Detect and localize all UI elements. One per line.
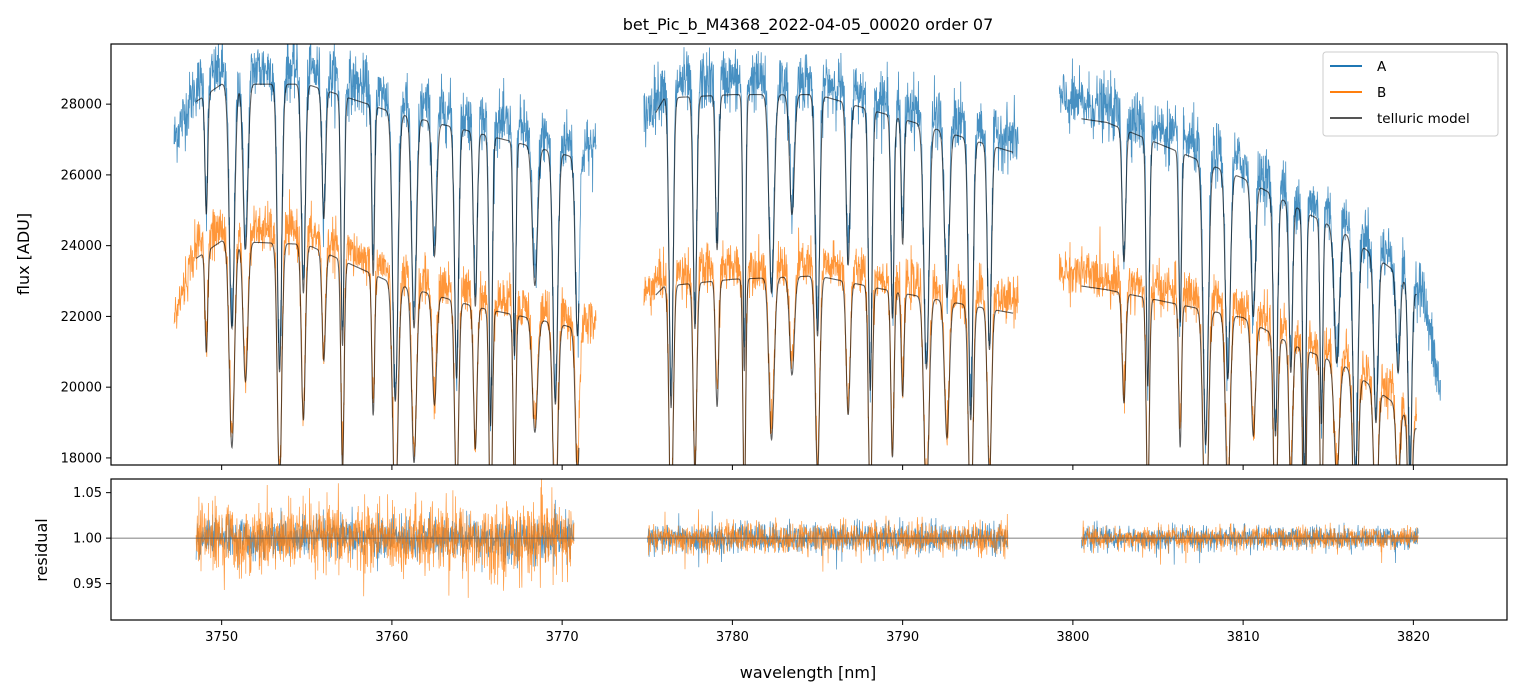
residual-x-tick-label: 3820 bbox=[1397, 630, 1430, 645]
residual-series-group bbox=[195, 479, 1419, 598]
residual-line-b bbox=[1081, 520, 1419, 565]
chart-title: bet_Pic_b_M4368_2022-04-05_00020 order 0… bbox=[623, 15, 994, 35]
legend-label-b: B bbox=[1377, 85, 1386, 101]
flux-y-tick-label: 26000 bbox=[61, 168, 102, 183]
residual-x-tick-label: 3780 bbox=[716, 630, 749, 645]
residual-y-tick-label: 1.00 bbox=[73, 532, 102, 547]
x-axis-label: wavelength [nm] bbox=[740, 663, 877, 682]
residual-y-tick-label: 1.05 bbox=[73, 486, 102, 501]
flux-axes-frame bbox=[110, 43, 1508, 466]
legend-label-telluric: telluric model bbox=[1377, 111, 1470, 127]
telluric-model-line-b bbox=[195, 240, 580, 465]
flux-y-axis-label: flux [ADU] bbox=[14, 213, 33, 295]
residual-x-tick-label: 3790 bbox=[886, 630, 919, 645]
residual-axes-frame bbox=[110, 478, 1508, 621]
telluric-model-line-b bbox=[655, 275, 1014, 465]
flux-panel: 18000 20000 22000 24000 26000 28000 flux [ADU… bbox=[14, 43, 1508, 470]
residual-x-tick-label: 3810 bbox=[1227, 630, 1260, 645]
telluric-model-line-a bbox=[1081, 118, 1417, 465]
legend: A B telluric model bbox=[1322, 51, 1499, 137]
flux-y-tick-label: 24000 bbox=[61, 239, 102, 254]
residual-x-ticks: 3750 3760 3770 3780 3790 3800 3810 3820 bbox=[205, 620, 1430, 645]
residual-x-tick-label: 3800 bbox=[1056, 630, 1089, 645]
flux-x-ticks bbox=[221, 465, 1414, 470]
flux-y-tick-label: 28000 bbox=[61, 98, 102, 113]
residual-y-axis-label: residual bbox=[32, 518, 51, 581]
telluric-model-line-a bbox=[655, 94, 1014, 421]
residual-panel: 0.95 1.00 1.05 3750 3760 3770 3780 3790 3800 381… bbox=[32, 478, 1508, 682]
residual-x-tick-label: 3760 bbox=[375, 630, 408, 645]
flux-series-group bbox=[173, 44, 1441, 465]
flux-line-b bbox=[1058, 226, 1417, 465]
residual-line-b bbox=[195, 479, 575, 598]
flux-line-b bbox=[643, 227, 1019, 465]
flux-y-tick-label: 18000 bbox=[61, 451, 102, 466]
residual-x-tick-label: 3770 bbox=[546, 630, 579, 645]
residual-y-ticks: 0.95 1.00 1.05 bbox=[73, 486, 111, 592]
flux-line-b bbox=[173, 189, 597, 465]
telluric-model-line-b bbox=[1081, 285, 1417, 465]
residual-x-tick-label: 3750 bbox=[205, 630, 238, 645]
telluric-model-line-a bbox=[195, 83, 580, 427]
legend-label-a: A bbox=[1377, 59, 1387, 75]
flux-y-ticks: 18000 20000 22000 24000 26000 28000 bbox=[61, 98, 111, 466]
legend-box bbox=[1322, 51, 1499, 137]
flux-y-tick-label: 22000 bbox=[61, 310, 102, 325]
residual-y-tick-label: 0.95 bbox=[73, 577, 102, 592]
flux-y-tick-label: 20000 bbox=[61, 381, 102, 396]
